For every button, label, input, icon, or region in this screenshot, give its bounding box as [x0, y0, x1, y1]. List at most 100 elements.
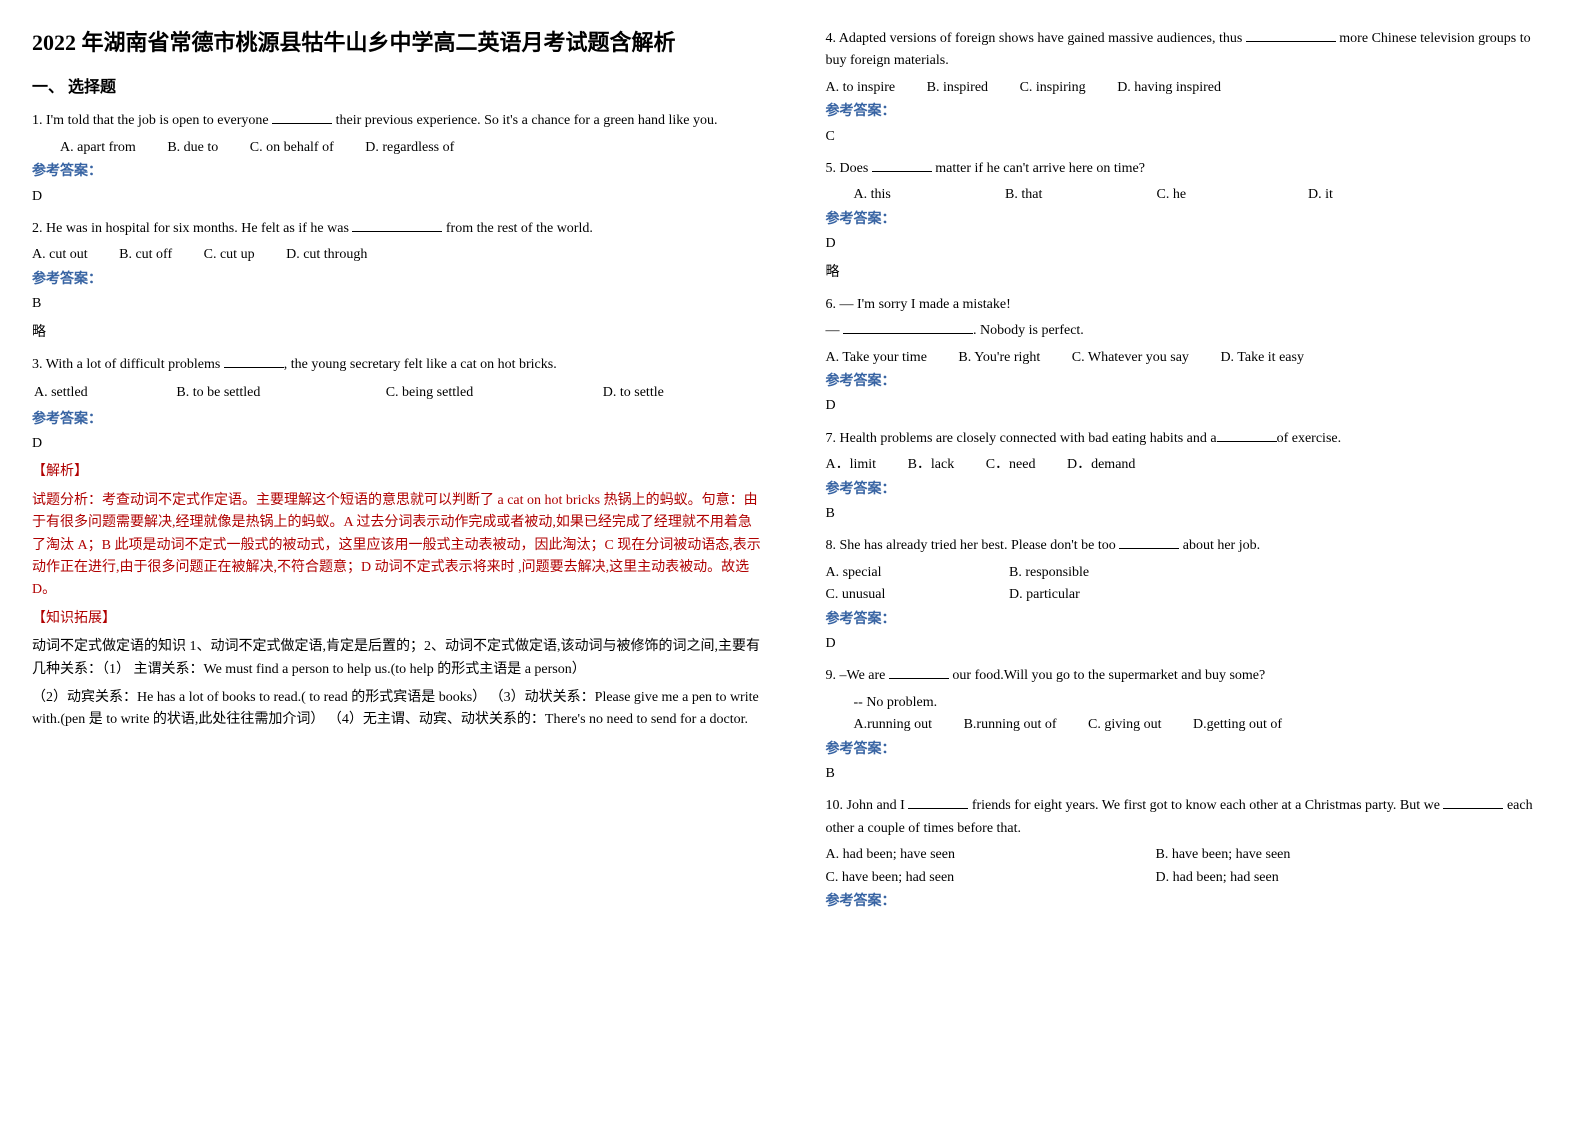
question-7-stem: 7. Health problems are closely connected…: [826, 428, 1556, 450]
q9-choice-d: D.getting out of: [1193, 714, 1282, 736]
q3-blank: [224, 354, 284, 368]
question-7: 7. Health problems are closely connected…: [826, 428, 1556, 526]
q4-choice-d: D. having inspired: [1117, 77, 1221, 99]
q3-stem-b: , the young secretary felt like a cat on…: [284, 357, 557, 372]
q6-choice-b: B. You're right: [958, 347, 1040, 369]
q5-answer: D: [826, 233, 1556, 255]
q10-blank2: [1443, 795, 1503, 809]
q5-choices: A. this B. that C. he D. it: [826, 184, 1556, 206]
q6-stem2: — . Nobody is perfect.: [826, 320, 1556, 342]
q4-stem-a: 4. Adapted versions of foreign shows hav…: [826, 31, 1246, 46]
q3-explain-p1: 试题分析：考查动词不定式作定语。主要理解这个短语的意思就可以判断了 a cat …: [32, 490, 762, 602]
q9-blank: [889, 665, 949, 679]
question-8: 8. She has already tried her best. Pleas…: [826, 535, 1556, 655]
right-column: 4. Adapted versions of foreign shows hav…: [794, 0, 1587, 1122]
q6-blank: [843, 320, 973, 334]
q8-choice-c: C. unusual: [826, 584, 1006, 606]
q10-choice-c: C. have been; had seen: [826, 867, 1156, 889]
q6-choice-a: A. Take your time: [826, 347, 927, 369]
q3-stem-a: 3. With a lot of difficult problems: [32, 357, 224, 372]
q6-choice-c: C. Whatever you say: [1072, 347, 1189, 369]
q8-answer: D: [826, 633, 1556, 655]
q3-choices: A. settled B. to be settled C. being set…: [32, 380, 762, 406]
q7-choice-c: C．need: [986, 454, 1036, 476]
q9-stem-a: 9. –We are: [826, 668, 889, 683]
q5-stem-b: matter if he can't arrive here on time?: [932, 161, 1145, 176]
q9-answer-label: 参考答案：: [826, 739, 1556, 761]
q3-choice-b: B. to be settled: [176, 382, 383, 404]
q5-choice-a: A. this: [854, 184, 974, 206]
q2-choice-b: B. cut off: [119, 244, 172, 266]
q8-answer-label: 参考答案：: [826, 609, 1556, 631]
q7-stem-a: 7. Health problems are closely connected…: [826, 431, 1217, 446]
question-1: 1. I'm told that the job is open to ever…: [32, 110, 762, 208]
question-5-stem: 5. Does matter if he can't arrive here o…: [826, 158, 1556, 180]
question-9: 9. –We are our food.Will you go to the s…: [826, 665, 1556, 785]
q6-choice-d: D. Take it easy: [1220, 347, 1304, 369]
q7-blank: [1217, 428, 1277, 442]
q2-lue: 略: [32, 322, 762, 344]
q8-choice-a: A. special: [826, 562, 1006, 584]
q7-choice-a: A．limit: [826, 454, 877, 476]
q1-blank: [272, 110, 332, 124]
q2-choices: A. cut out B. cut off C. cut up D. cut t…: [32, 244, 762, 266]
q9-stem-b: our food.Will you go to the supermarket …: [949, 668, 1265, 683]
q9-choice-b: B.running out of: [964, 714, 1057, 736]
q5-stem-a: 5. Does: [826, 161, 872, 176]
q10-choice-a: A. had been; have seen: [826, 844, 1156, 866]
q3-knowledge-p1: 动词不定式做定语的知识 1、动词不定式做定语,肯定是后置的；2、动词不定式做定语…: [32, 636, 762, 681]
q7-choices: A．limit B．lack C．need D．demand: [826, 454, 1556, 476]
q10-answer-label: 参考答案：: [826, 891, 1556, 913]
question-1-stem: 1. I'm told that the job is open to ever…: [32, 110, 762, 132]
q5-answer-label: 参考答案：: [826, 209, 1556, 231]
q1-choices: A. apart from B. due to C. on behalf of …: [32, 137, 762, 159]
q4-choice-b: B. inspired: [927, 77, 988, 99]
q4-choice-a: A. to inspire: [826, 77, 896, 99]
q3-choice-c: C. being settled: [386, 382, 601, 404]
question-10-stem: 10. John and I friends for eight years. …: [826, 795, 1556, 840]
question-4-stem: 4. Adapted versions of foreign shows hav…: [826, 28, 1556, 73]
q6-choices: A. Take your time B. You're right C. Wha…: [826, 347, 1556, 369]
q7-choice-b: B．lack: [908, 454, 955, 476]
q1-answer-label: 参考答案：: [32, 161, 762, 183]
q2-choice-d: D. cut through: [286, 244, 367, 266]
question-2-stem: 2. He was in hospital for six months. He…: [32, 218, 762, 240]
main-title: 2022 年湖南省常德市桃源县牯牛山乡中学高二英语月考试题含解析: [32, 28, 762, 59]
q10-choice-d: D. had been; had seen: [1156, 870, 1279, 885]
q3-answer-label: 参考答案：: [32, 409, 762, 431]
q5-lue: 略: [826, 262, 1556, 284]
q7-choice-d: D．demand: [1067, 454, 1135, 476]
question-2: 2. He was in hospital for six months. He…: [32, 218, 762, 344]
q3-knowledge-label: 【知识拓展】: [32, 608, 762, 630]
q10-choice-b: B. have been; have seen: [1156, 847, 1291, 862]
q2-answer-label: 参考答案：: [32, 269, 762, 291]
question-4: 4. Adapted versions of foreign shows hav…: [826, 28, 1556, 148]
q1-choice-c: C. on behalf of: [250, 137, 334, 159]
q10-blank1: [908, 795, 968, 809]
q3-explain-label: 【解析】: [32, 461, 762, 483]
q6-stem2a: —: [826, 323, 844, 338]
q1-choice-b: B. due to: [167, 137, 218, 159]
q6-answer-label: 参考答案：: [826, 371, 1556, 393]
q4-answer: C: [826, 126, 1556, 148]
q3-choice-d: D. to settle: [603, 382, 760, 404]
q1-choice-a: A. apart from: [60, 137, 136, 159]
q2-stem-b: from the rest of the world.: [442, 221, 592, 236]
q7-answer: B: [826, 503, 1556, 525]
q6-stem1: 6. — I'm sorry I made a mistake!: [826, 294, 1556, 316]
question-3-stem: 3. With a lot of difficult problems , th…: [32, 354, 762, 376]
section-1-title: 一、 选择题: [32, 75, 762, 101]
q3-answer: D: [32, 433, 762, 455]
q3-knowledge-p2: （2）动宾关系：He has a lot of books to read.( …: [32, 687, 762, 732]
q4-choice-c: C. inspiring: [1020, 77, 1086, 99]
q1-answer: D: [32, 186, 762, 208]
question-3: 3. With a lot of difficult problems , th…: [32, 354, 762, 732]
q4-answer-label: 参考答案：: [826, 101, 1556, 123]
question-9-stem: 9. –We are our food.Will you go to the s…: [826, 665, 1556, 687]
question-8-stem: 8. She has already tried her best. Pleas…: [826, 535, 1556, 557]
q6-answer: D: [826, 395, 1556, 417]
question-6: 6. — I'm sorry I made a mistake! — . Nob…: [826, 294, 1556, 418]
question-5: 5. Does matter if he can't arrive here o…: [826, 158, 1556, 284]
q1-stem-b: their previous experience. So it's a cha…: [332, 113, 717, 128]
q8-choice-d: D. particular: [1009, 584, 1189, 606]
